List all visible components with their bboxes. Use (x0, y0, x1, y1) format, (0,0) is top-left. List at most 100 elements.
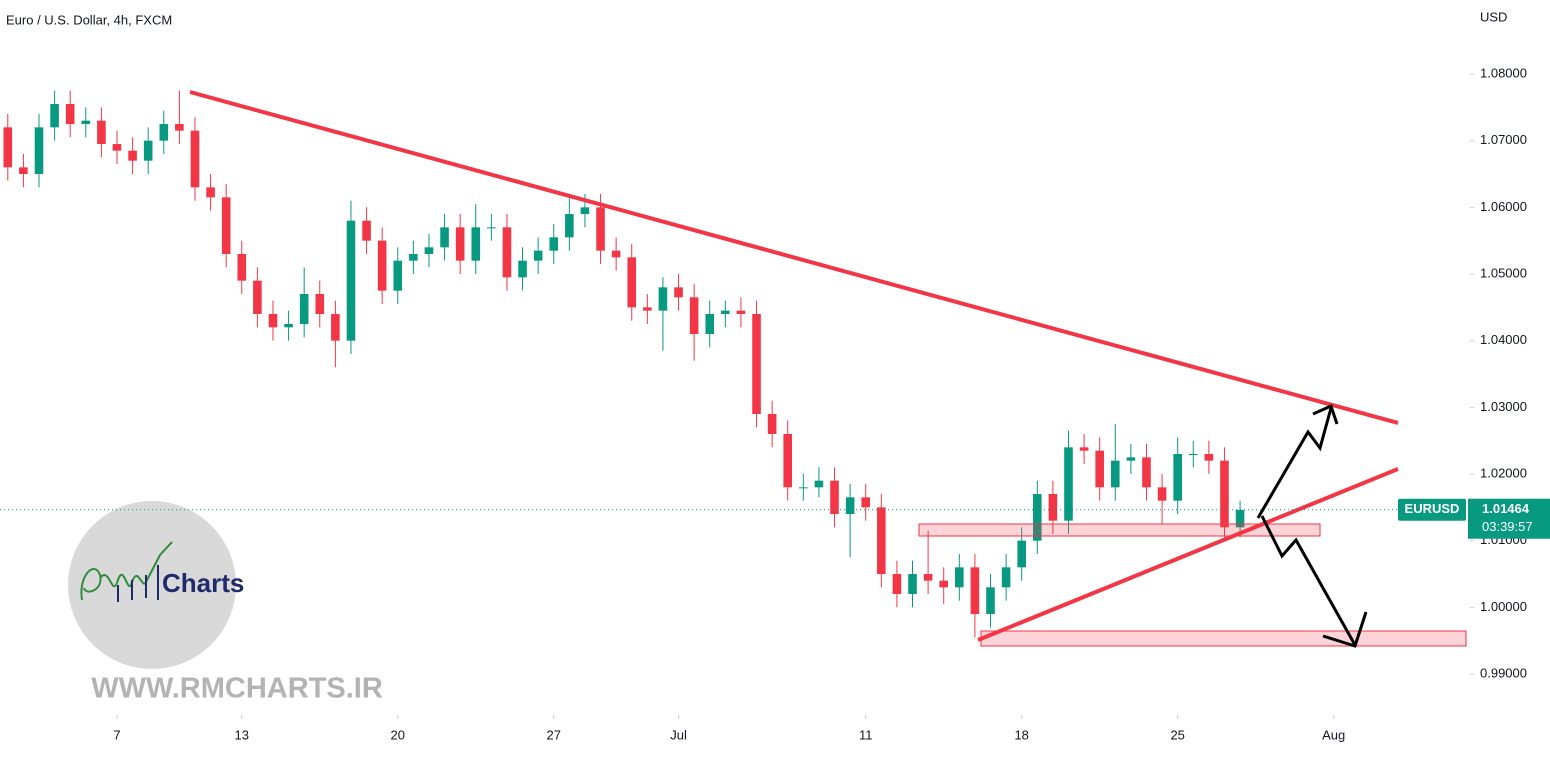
resistance-line (189, 90, 1399, 425)
candle-body (658, 287, 668, 311)
candle-body (409, 254, 418, 261)
x-tick-label: 7 (113, 727, 120, 742)
currency-label: USD (1480, 9, 1507, 24)
zone (918, 523, 1321, 537)
candle-body (1188, 454, 1198, 455)
logo-bars (117, 565, 159, 602)
candle-body (81, 120, 91, 124)
candle-body (565, 214, 574, 238)
arrow-head (1322, 611, 1368, 648)
candle-body (1204, 454, 1214, 461)
candle-body (19, 167, 28, 174)
logo-text: Charts (162, 568, 244, 598)
candle-body (939, 580, 948, 588)
countdown-label: 03:39:57 (1482, 519, 1533, 534)
chart-title: Euro / U.S. Dollar, 4h, FXCM (6, 12, 172, 27)
candle-body (3, 127, 13, 168)
x-tick-label: 18 (1014, 727, 1028, 742)
candle-body (861, 497, 871, 508)
candle-body (783, 434, 793, 488)
candle-body (1017, 540, 1026, 568)
candle-body (159, 124, 169, 141)
candle-body (175, 124, 184, 131)
candle-body (877, 507, 886, 574)
y-tick-label: 0.99000 (1480, 665, 1527, 680)
x-tick-label: 27 (547, 727, 561, 742)
candle-body (1157, 487, 1167, 501)
candle-body (143, 140, 153, 161)
candle-body (549, 237, 559, 251)
arrow-up (1256, 407, 1333, 519)
candle-body (705, 314, 715, 334)
candle-body (190, 130, 200, 188)
candle-body (611, 250, 621, 258)
logo-circle (68, 501, 236, 669)
arrow-head (1312, 403, 1339, 425)
candle-body (315, 294, 325, 314)
price-badge (1468, 498, 1550, 539)
drawings (189, 90, 1467, 648)
watermark-url: WWW.RMCHARTS.IR (91, 673, 383, 705)
candle-body (799, 487, 808, 489)
x-tick-label: 25 (1170, 727, 1184, 742)
candle-body (440, 227, 449, 248)
candle-body (65, 104, 75, 124)
candle-body (986, 587, 995, 614)
candle-body (487, 227, 496, 229)
candle-body (1235, 510, 1245, 528)
candle-body (721, 310, 730, 314)
x-tick-label: 11 (859, 727, 873, 742)
candle-body (34, 127, 44, 174)
candle-body (1064, 447, 1073, 521)
candle-body (1048, 494, 1058, 521)
candle-body (502, 227, 512, 278)
candle-body (128, 150, 137, 161)
x-tick-label: 13 (235, 727, 249, 742)
candle-body (1079, 447, 1089, 451)
candle-body (689, 297, 699, 334)
candle-body (424, 247, 434, 254)
candle-body (643, 307, 652, 311)
candle-body (393, 260, 403, 291)
candle-body (1220, 460, 1229, 528)
candle-body (845, 497, 855, 514)
x-tick-label: Aug (1322, 727, 1345, 742)
candle-body (455, 227, 465, 261)
candle-body (830, 480, 839, 514)
candle-body (674, 287, 683, 298)
candle-body (955, 567, 964, 588)
zone (980, 630, 1467, 647)
candle-body (221, 197, 231, 254)
candle-body (892, 574, 902, 594)
symbol-badge (1398, 498, 1466, 521)
candle-body (268, 314, 278, 328)
candle-body (1095, 450, 1104, 488)
candle-body (767, 414, 777, 434)
candles (3, 90, 1245, 638)
candle-body (112, 144, 122, 151)
candle-body (1173, 454, 1182, 501)
candle-body (736, 310, 746, 314)
last-price-label: 1.01464 (1482, 501, 1530, 516)
candle-body (97, 120, 106, 144)
candle-body (596, 207, 605, 251)
candle-body (299, 294, 309, 324)
candle-body (814, 480, 824, 488)
candle-body (1001, 567, 1011, 588)
candle-body (237, 254, 247, 281)
y-tick-label: 1.00000 (1480, 599, 1527, 614)
y-tick-label: 1.07000 (1480, 132, 1527, 147)
candle-body (923, 574, 933, 581)
candle-body (627, 257, 637, 308)
candle-body (362, 220, 371, 241)
candle-body (331, 314, 340, 341)
candle-body (580, 207, 590, 214)
candle-body (1111, 460, 1120, 488)
candle-body (1142, 457, 1151, 488)
y-tick-label: 1.08000 (1480, 65, 1527, 80)
candle-body (752, 314, 761, 414)
logo-script (80, 541, 173, 601)
candle-body (471, 227, 481, 261)
